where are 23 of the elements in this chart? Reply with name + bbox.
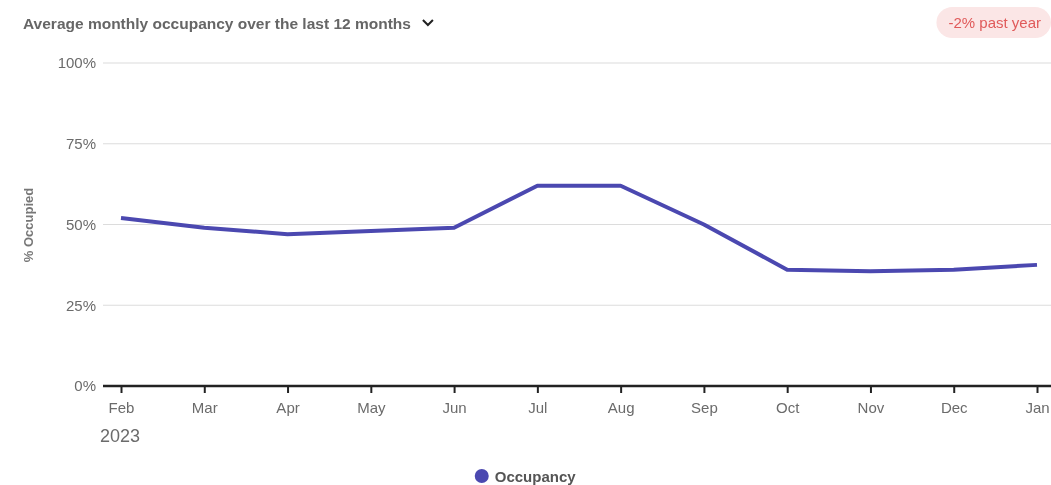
x-tick-label: Jun bbox=[442, 398, 467, 416]
x-tick-label: Nov bbox=[857, 398, 885, 416]
y-tick-label: 75% bbox=[65, 135, 96, 153]
y-tick-label: 100% bbox=[57, 54, 96, 72]
y-axis-title: % Occupied bbox=[21, 187, 36, 263]
x-tick-label: Mar bbox=[191, 398, 218, 416]
x-tick-label: Apr bbox=[276, 398, 300, 416]
x-tick-label: Sep bbox=[691, 398, 718, 416]
x-tick-label: Dec bbox=[940, 398, 969, 416]
y-tick-label: 25% bbox=[65, 296, 96, 314]
legend-label: Occupancy bbox=[494, 467, 577, 485]
x-tick-label: Jan bbox=[1025, 398, 1050, 416]
y-tick-label: 0% bbox=[74, 377, 96, 395]
text: -2% past year bbox=[948, 14, 1041, 31]
text: 2023 bbox=[100, 426, 141, 446]
x-tick-label: Oct bbox=[776, 398, 801, 416]
x-tick-label: Jul bbox=[528, 398, 548, 416]
chart-title: Average monthly occupancy over the last 12 months bbox=[23, 15, 411, 32]
line-series bbox=[119, 183, 1039, 274]
x-tick-label: Aug bbox=[607, 398, 635, 416]
x-tick-label: May bbox=[357, 398, 386, 416]
x-tick-label: Feb bbox=[108, 398, 135, 416]
y-tick-label: 50% bbox=[65, 215, 96, 233]
